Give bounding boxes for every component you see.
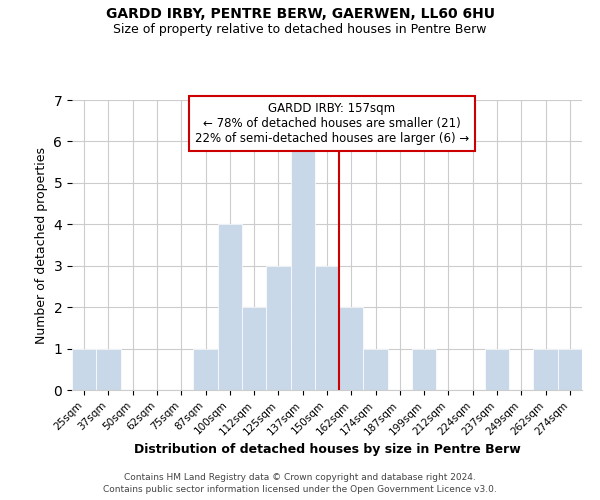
Bar (558, 348, 582, 390)
Y-axis label: Number of detached properties: Number of detached properties (35, 146, 48, 344)
Text: Contains HM Land Registry data © Crown copyright and database right 2024.: Contains HM Land Registry data © Crown c… (124, 472, 476, 482)
Text: Distribution of detached houses by size in Pentre Berw: Distribution of detached houses by size … (134, 442, 520, 456)
Bar (364, 348, 388, 390)
Bar (485, 348, 509, 390)
Bar (96, 348, 121, 390)
Bar (412, 348, 436, 390)
Text: GARDD IRBY, PENTRE BERW, GAERWEN, LL60 6HU: GARDD IRBY, PENTRE BERW, GAERWEN, LL60 6… (106, 8, 494, 22)
Bar (242, 307, 266, 390)
Text: Size of property relative to detached houses in Pentre Berw: Size of property relative to detached ho… (113, 22, 487, 36)
Bar (290, 142, 315, 390)
Text: GARDD IRBY: 157sqm
← 78% of detached houses are smaller (21)
22% of semi-detache: GARDD IRBY: 157sqm ← 78% of detached hou… (195, 102, 469, 145)
Bar (339, 307, 364, 390)
Bar (72, 348, 96, 390)
Bar (315, 266, 339, 390)
Bar (533, 348, 558, 390)
Bar (266, 266, 290, 390)
Bar (193, 348, 218, 390)
Bar (218, 224, 242, 390)
Text: Contains public sector information licensed under the Open Government Licence v3: Contains public sector information licen… (103, 485, 497, 494)
